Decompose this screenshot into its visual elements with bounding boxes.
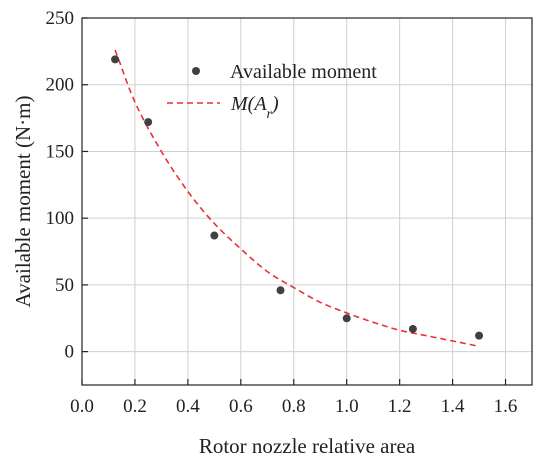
x-tick-label: 1.2 (388, 396, 412, 417)
data-point (144, 118, 153, 127)
data-point (342, 314, 351, 323)
x-tick-label: 1.0 (335, 396, 359, 417)
x-tick-label: 0.8 (282, 396, 306, 417)
x-tick-label: 0.6 (229, 396, 253, 417)
y-tick-label: 100 (46, 208, 75, 229)
y-tick-label: 0 (65, 342, 75, 363)
data-point (210, 231, 219, 240)
grid-lines (81, 17, 532, 385)
x-tick-label: 1.4 (441, 396, 465, 417)
data-point (111, 55, 120, 64)
legend-curve-label-sub: r (267, 107, 273, 122)
x-tick-label: 0.2 (123, 396, 147, 417)
x-tick-label: 0.0 (70, 396, 94, 417)
data-points (111, 55, 484, 340)
data-point (408, 324, 417, 333)
x-tick-label: 1.6 (494, 396, 518, 417)
legend-scatter-marker (192, 67, 200, 75)
x-tick-labels: 0.0 0.2 0.4 0.6 0.8 1.0 1.2 1.4 1.6 (70, 396, 517, 417)
legend-curve-label-end: ) (271, 93, 279, 115)
x-axis-title: Rotor nozzle relative area (199, 434, 416, 458)
legend: Available moment M(Ar) (167, 61, 377, 122)
plot-frame (81, 17, 533, 386)
data-point (276, 286, 285, 295)
data-point (475, 331, 484, 340)
y-axis-title: Available moment (N·m) (11, 96, 35, 308)
tick-marks (81, 17, 507, 385)
y-tick-label: 250 (46, 8, 75, 29)
y-tick-labels: 0 50 100 150 200 250 (46, 8, 75, 363)
y-tick-label: 200 (46, 75, 75, 96)
legend-scatter-label: Available moment (230, 61, 377, 83)
legend-curve-label: M(Ar) (230, 93, 279, 122)
y-tick-label: 150 (46, 141, 75, 162)
x-tick-label: 0.4 (176, 396, 200, 417)
y-tick-label: 50 (55, 275, 74, 296)
fit-curve-line (114, 49, 480, 348)
legend-curve-label-main: M(A (230, 93, 267, 115)
